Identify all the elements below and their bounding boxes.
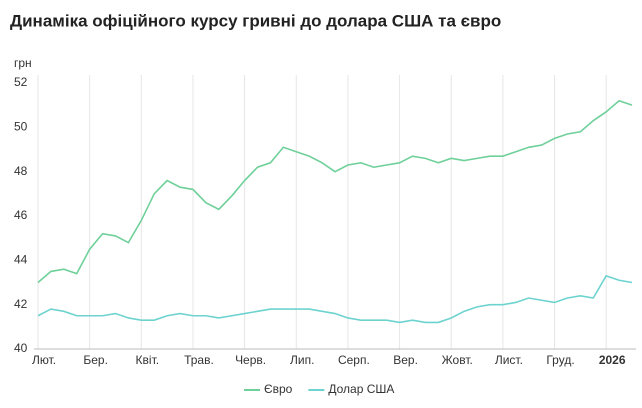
x-tick-label: Груд. — [546, 353, 574, 367]
y-tick-label: 44 — [14, 253, 28, 267]
legend-label: Долар США — [328, 382, 394, 396]
x-tick-label: Бер. — [83, 353, 108, 367]
x-tick-label: Серп. — [338, 353, 370, 367]
x-tick-label: Лист. — [495, 353, 523, 367]
y-tick-label: 52 — [14, 75, 28, 89]
x-tick-label: Лип. — [290, 353, 314, 367]
x-tick-label: Жовт. — [442, 353, 473, 367]
y-axis-label: грн — [14, 56, 32, 70]
x-tick-label: 2026 — [599, 353, 626, 367]
y-tick-label: 42 — [14, 297, 28, 311]
x-tick-label: Черв. — [235, 353, 266, 367]
x-tick-label: Вер. — [393, 353, 418, 367]
x-tick-label: Лют. — [32, 353, 56, 367]
x-tick-label: Трав. — [184, 353, 214, 367]
y-tick-label: 40 — [14, 341, 28, 355]
y-tick-label: 50 — [14, 120, 28, 134]
legend-label: Євро — [264, 382, 293, 396]
series-line — [37, 99, 633, 284]
y-tick-label: 46 — [14, 208, 28, 222]
y-tick-label: 48 — [14, 164, 28, 178]
chart-title: Динаміка офіційного курсу гривні до дола… — [10, 11, 501, 30]
x-tick-label: Квіт. — [136, 353, 160, 367]
series-line — [37, 274, 633, 324]
